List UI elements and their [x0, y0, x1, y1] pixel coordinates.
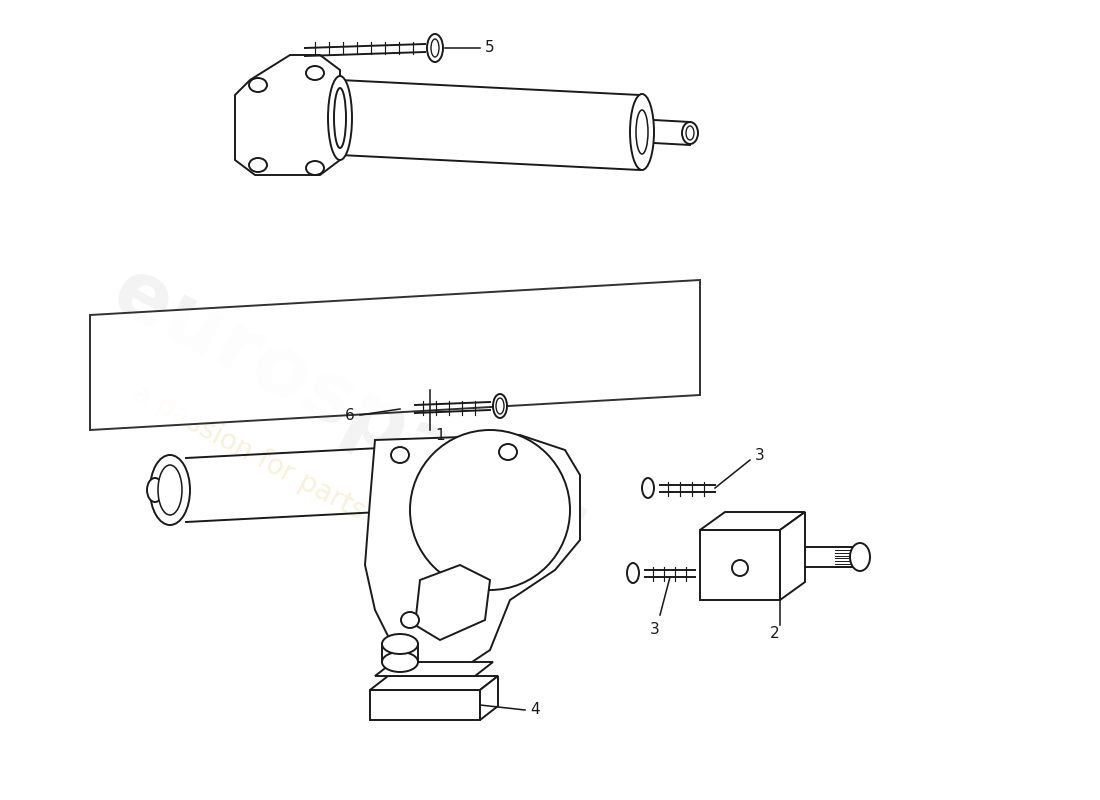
Ellipse shape: [150, 455, 190, 525]
Polygon shape: [365, 435, 580, 670]
Ellipse shape: [627, 563, 639, 583]
Ellipse shape: [334, 88, 346, 148]
Text: 5: 5: [485, 41, 495, 55]
Ellipse shape: [630, 94, 654, 170]
Text: eurospares: eurospares: [98, 250, 602, 570]
Ellipse shape: [636, 110, 648, 154]
Polygon shape: [700, 512, 805, 530]
Ellipse shape: [158, 465, 182, 515]
Polygon shape: [480, 676, 498, 720]
Ellipse shape: [850, 543, 870, 571]
Ellipse shape: [249, 78, 267, 92]
Text: 3: 3: [650, 622, 660, 638]
Ellipse shape: [499, 444, 517, 460]
Polygon shape: [235, 55, 340, 175]
Text: 6: 6: [345, 407, 355, 422]
Ellipse shape: [642, 478, 654, 498]
Text: a passion for parts since 1985: a passion for parts since 1985: [129, 379, 512, 601]
Text: 4: 4: [530, 702, 540, 718]
Ellipse shape: [431, 39, 439, 57]
Ellipse shape: [306, 66, 324, 80]
Ellipse shape: [306, 161, 324, 175]
Polygon shape: [370, 690, 480, 720]
Text: 1: 1: [434, 427, 444, 442]
Polygon shape: [375, 662, 493, 676]
Ellipse shape: [410, 430, 570, 590]
Polygon shape: [370, 676, 498, 690]
Ellipse shape: [682, 122, 698, 144]
Ellipse shape: [402, 612, 419, 628]
Ellipse shape: [382, 634, 418, 654]
Text: 2: 2: [770, 626, 780, 641]
Ellipse shape: [732, 560, 748, 576]
Ellipse shape: [390, 447, 409, 463]
Ellipse shape: [493, 394, 507, 418]
Ellipse shape: [686, 126, 694, 140]
Polygon shape: [90, 280, 700, 430]
Polygon shape: [415, 565, 490, 640]
Ellipse shape: [496, 398, 504, 414]
Ellipse shape: [249, 158, 267, 172]
Polygon shape: [700, 530, 780, 600]
Ellipse shape: [328, 76, 352, 160]
Text: 3: 3: [755, 447, 764, 462]
Ellipse shape: [382, 652, 418, 672]
Polygon shape: [780, 512, 805, 600]
Ellipse shape: [427, 34, 443, 62]
Ellipse shape: [147, 478, 163, 502]
